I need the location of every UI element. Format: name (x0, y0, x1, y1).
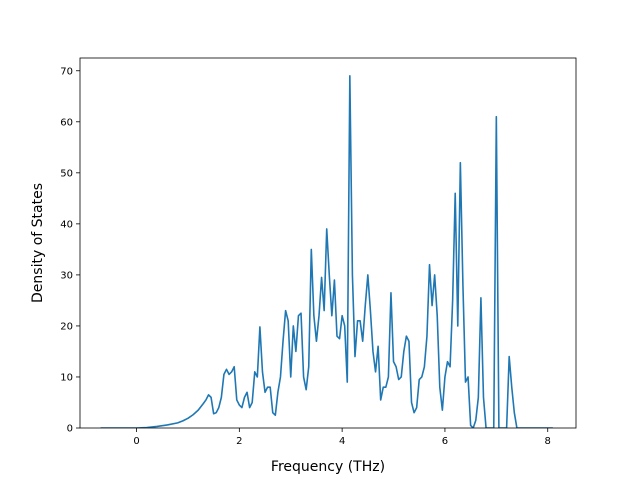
x-tick-label: 2 (236, 436, 242, 447)
y-tick-label: 20 (60, 321, 73, 332)
ticks-layer: 0 2 4 6 8 0 10 20 30 40 50 60 70 (60, 66, 551, 447)
y-tick-label: 0 (67, 424, 73, 435)
dos-series-line (100, 75, 553, 428)
y-tick-label: 40 (60, 219, 73, 230)
y-axis-label: Density of States (30, 183, 46, 303)
x-tick-label: 4 (339, 436, 345, 447)
x-tick-label: 8 (545, 436, 551, 447)
y-tick-label: 10 (60, 372, 73, 383)
x-axis-label: Frequency (THz) (271, 459, 385, 475)
y-tick-label: 30 (60, 270, 73, 281)
x-tick-label: 6 (442, 436, 448, 447)
y-tick-label: 60 (60, 117, 73, 128)
plot-frame (79, 57, 577, 429)
y-tick-label: 70 (60, 66, 73, 77)
x-tick-label: 0 (133, 436, 139, 447)
y-tick-label: 50 (60, 168, 73, 179)
plot-layer (100, 75, 553, 428)
